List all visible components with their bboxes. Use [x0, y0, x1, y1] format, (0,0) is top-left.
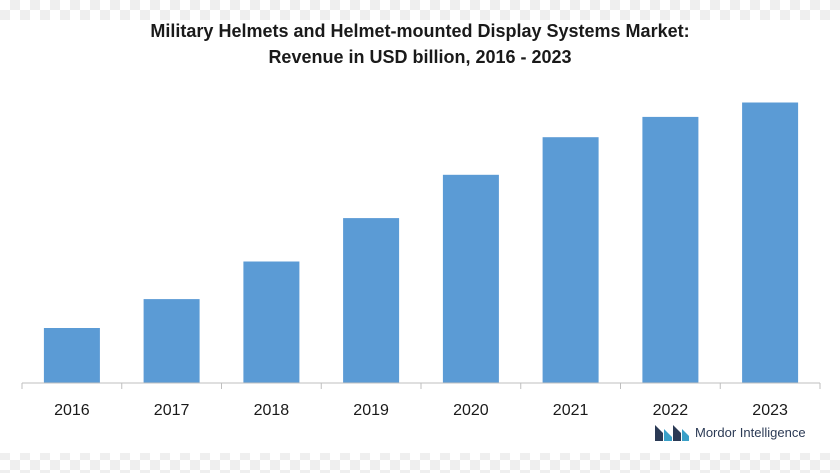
chart-title-block: Military Helmets and Helmet-mounted Disp…	[0, 18, 840, 70]
chart-title: Military Helmets and Helmet-mounted Disp…	[150, 21, 690, 41]
mordor-logo-icon	[655, 425, 689, 441]
x-tick-label: 2016	[54, 402, 90, 419]
bar-2022	[642, 116, 699, 384]
bar-2016	[43, 328, 100, 383]
x-tick-label: 2020	[453, 402, 489, 419]
chart-card	[0, 20, 840, 453]
x-tick-label: 2022	[653, 402, 689, 419]
bar-2018	[243, 261, 300, 383]
bar-2021	[542, 137, 599, 383]
bar-2023	[742, 102, 799, 383]
x-tick-label: 2019	[353, 402, 389, 419]
logo-text: Mordor Intelligence	[695, 424, 806, 440]
x-tick-label: 2017	[154, 402, 190, 419]
brand-logo: Mordor Intelligence	[655, 423, 806, 441]
x-tick-label: 2023	[752, 402, 788, 419]
chart-subtitle: Revenue in USD billion, 2016 - 2023	[268, 47, 572, 67]
x-tick-label: 2018	[254, 402, 290, 419]
bar-2019	[343, 218, 400, 383]
bar-2020	[442, 174, 499, 383]
x-tick-label: 2021	[553, 402, 589, 419]
bar-2017	[143, 299, 200, 383]
